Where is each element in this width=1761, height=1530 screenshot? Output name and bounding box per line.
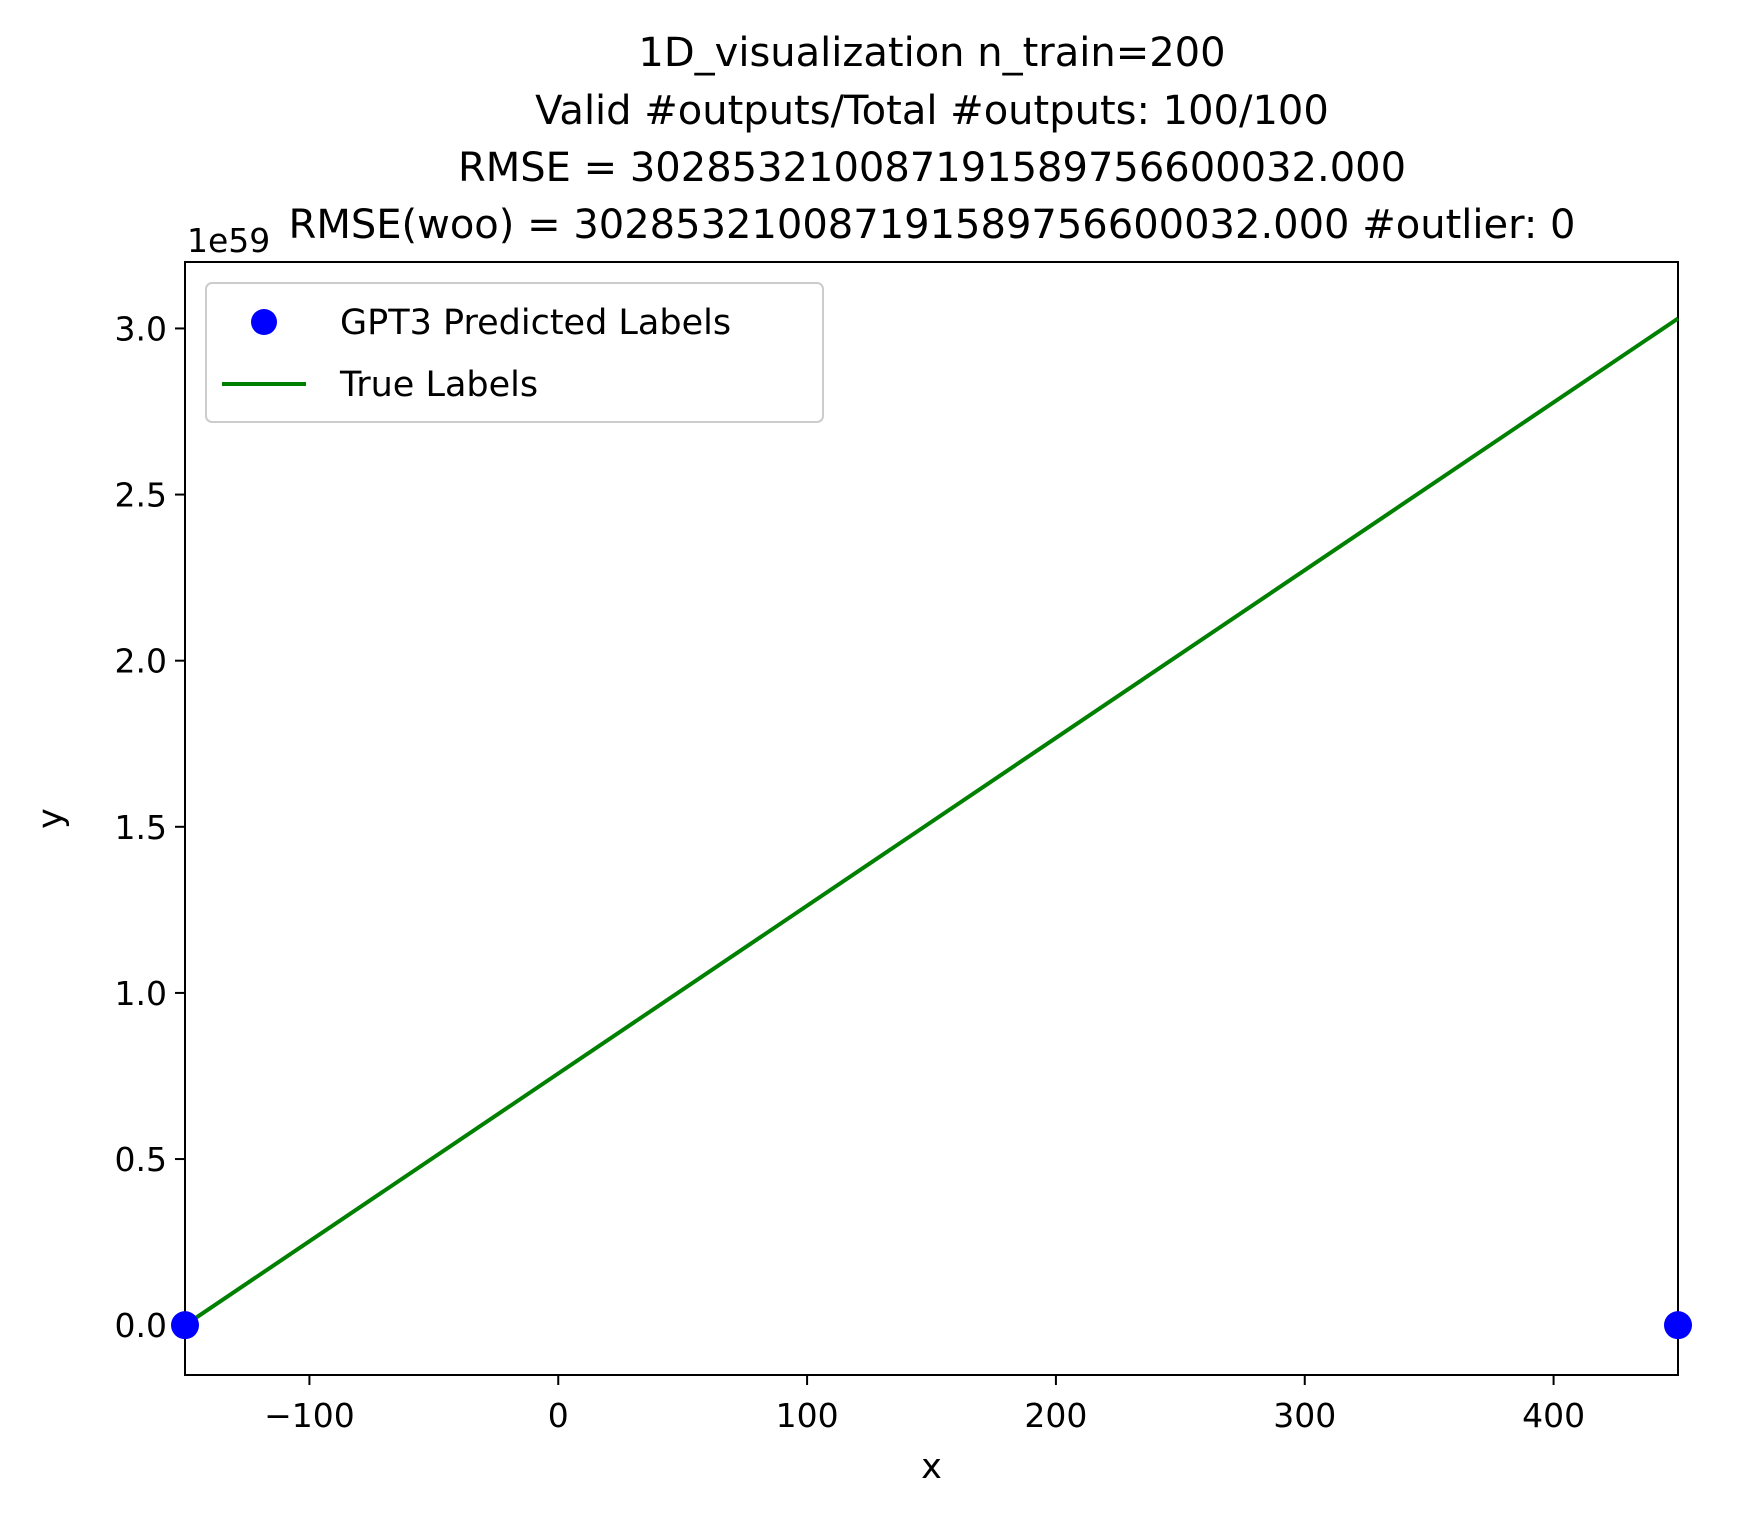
x-tick-label: −100	[264, 1396, 355, 1435]
y-offset-label: 1e59	[187, 221, 270, 260]
x-tick-label: 300	[1273, 1396, 1336, 1435]
y-tick-label: 2.5	[115, 476, 167, 515]
plot-frame	[184, 261, 1679, 1376]
title-line-2: Valid #outputs/Total #outputs: 100/100	[535, 88, 1329, 134]
y-tick-label: 0.5	[115, 1140, 167, 1179]
y-axis-label: y	[31, 808, 71, 829]
legend-marker-scatter	[251, 309, 277, 335]
title-line-3: RMSE = 302853210087191589756600032.000	[458, 145, 1406, 191]
x-axis-label: x	[921, 1447, 942, 1487]
x-tick-label: 200	[1024, 1396, 1087, 1435]
legend: GPT3 Predicted Labels True Labels	[205, 282, 824, 423]
x-tick-label: 100	[776, 1396, 839, 1435]
chart-title: 1D_visualization n_train=200 Valid #outpu…	[289, 30, 1576, 248]
predicted-point	[1664, 1311, 1692, 1340]
legend-label: GPT3 Predicted Labels	[340, 303, 731, 343]
legend-label: True Labels	[339, 365, 538, 405]
plot-axes: −100 0 100 200 300 400 0.0 0.5 1.0 1.5 2.0 2.5 3.0 1e…	[31, 221, 1679, 1487]
plot-series	[171, 316, 1692, 1340]
title-line-4: RMSE(woo) = 302853210087191589756600032.…	[289, 202, 1576, 248]
y-tick-label: 0.0	[115, 1306, 167, 1345]
y-tick-label: 1.5	[115, 808, 167, 847]
y-tick-label: 3.0	[115, 309, 167, 348]
x-tick-label: 400	[1522, 1396, 1585, 1435]
x-tick-label: 0	[548, 1396, 569, 1435]
predicted-point	[171, 1311, 199, 1340]
true-labels-line	[183, 316, 1680, 1327]
y-tick-label: 1.0	[115, 974, 167, 1013]
y-tick-label: 2.0	[115, 642, 167, 681]
title-line-1: 1D_visualization n_train=200	[638, 30, 1225, 76]
legend-box	[205, 282, 824, 423]
